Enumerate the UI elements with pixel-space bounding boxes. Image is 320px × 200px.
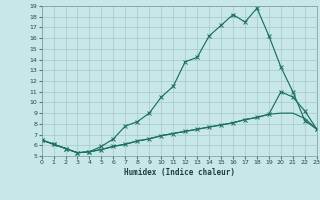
- X-axis label: Humidex (Indice chaleur): Humidex (Indice chaleur): [124, 168, 235, 177]
